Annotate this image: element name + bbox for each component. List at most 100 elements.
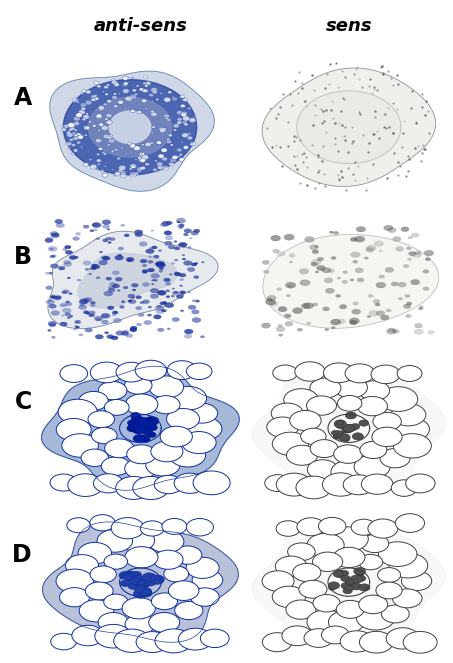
Ellipse shape [140, 302, 144, 304]
Ellipse shape [177, 148, 182, 152]
Ellipse shape [267, 295, 276, 300]
Ellipse shape [401, 572, 432, 591]
Ellipse shape [68, 147, 71, 149]
Ellipse shape [379, 387, 418, 412]
Ellipse shape [111, 80, 117, 84]
Ellipse shape [368, 519, 398, 538]
Ellipse shape [92, 223, 101, 227]
Ellipse shape [72, 625, 104, 646]
Ellipse shape [343, 588, 352, 594]
Ellipse shape [108, 135, 113, 138]
Ellipse shape [132, 577, 144, 585]
Ellipse shape [142, 154, 149, 160]
Ellipse shape [122, 76, 129, 80]
Ellipse shape [115, 255, 124, 260]
Ellipse shape [169, 444, 206, 467]
Ellipse shape [265, 299, 276, 305]
Ellipse shape [113, 318, 121, 323]
Ellipse shape [356, 575, 366, 581]
Ellipse shape [140, 589, 152, 597]
Ellipse shape [124, 109, 127, 110]
Ellipse shape [99, 123, 104, 127]
Ellipse shape [135, 232, 143, 237]
Ellipse shape [103, 225, 110, 228]
Ellipse shape [50, 231, 58, 236]
Ellipse shape [130, 326, 137, 330]
Ellipse shape [134, 579, 143, 584]
Ellipse shape [138, 170, 141, 172]
Ellipse shape [173, 291, 178, 294]
Ellipse shape [271, 235, 280, 241]
Ellipse shape [284, 389, 318, 411]
Ellipse shape [344, 424, 355, 432]
Text: A: A [14, 86, 32, 110]
Ellipse shape [192, 310, 199, 314]
Ellipse shape [407, 302, 412, 305]
Polygon shape [297, 91, 401, 164]
Ellipse shape [115, 277, 122, 281]
Ellipse shape [80, 103, 87, 107]
Ellipse shape [151, 279, 155, 281]
Ellipse shape [140, 259, 147, 263]
Polygon shape [43, 522, 238, 642]
Ellipse shape [172, 155, 178, 160]
Ellipse shape [301, 428, 326, 444]
Ellipse shape [131, 77, 134, 79]
Ellipse shape [188, 247, 191, 248]
Ellipse shape [403, 304, 411, 308]
Ellipse shape [145, 82, 151, 86]
Ellipse shape [284, 314, 291, 318]
Ellipse shape [123, 286, 128, 289]
Ellipse shape [146, 82, 149, 84]
Ellipse shape [313, 552, 343, 572]
Ellipse shape [331, 319, 341, 325]
Ellipse shape [56, 418, 91, 441]
Ellipse shape [142, 271, 147, 274]
Ellipse shape [151, 132, 154, 134]
Ellipse shape [137, 579, 148, 586]
Ellipse shape [388, 227, 396, 233]
Ellipse shape [130, 328, 137, 332]
Ellipse shape [147, 314, 152, 316]
Ellipse shape [48, 247, 57, 251]
Ellipse shape [150, 142, 154, 144]
Ellipse shape [164, 566, 188, 582]
Ellipse shape [58, 399, 97, 424]
Ellipse shape [315, 271, 318, 273]
Ellipse shape [112, 311, 118, 314]
Ellipse shape [111, 518, 144, 539]
Ellipse shape [187, 267, 195, 272]
Ellipse shape [116, 362, 147, 382]
Ellipse shape [389, 553, 428, 578]
Ellipse shape [92, 265, 100, 269]
Ellipse shape [65, 313, 71, 316]
Ellipse shape [85, 328, 92, 332]
Ellipse shape [182, 432, 216, 453]
Ellipse shape [368, 294, 373, 298]
Ellipse shape [113, 93, 116, 95]
Ellipse shape [142, 577, 150, 583]
Ellipse shape [119, 165, 126, 170]
Ellipse shape [407, 258, 412, 261]
Ellipse shape [114, 105, 118, 108]
Ellipse shape [401, 227, 409, 231]
Ellipse shape [108, 139, 115, 143]
Ellipse shape [144, 89, 149, 93]
Ellipse shape [85, 269, 89, 271]
Ellipse shape [177, 111, 183, 115]
Ellipse shape [152, 126, 155, 129]
Ellipse shape [386, 628, 419, 649]
Ellipse shape [405, 314, 411, 318]
Ellipse shape [130, 165, 135, 168]
Ellipse shape [165, 303, 174, 308]
Ellipse shape [137, 111, 142, 114]
Ellipse shape [172, 318, 179, 322]
Ellipse shape [309, 245, 318, 250]
Ellipse shape [160, 93, 163, 95]
Ellipse shape [79, 299, 88, 304]
Ellipse shape [154, 255, 159, 258]
Ellipse shape [351, 252, 360, 257]
Ellipse shape [348, 580, 355, 585]
Ellipse shape [125, 394, 158, 415]
Ellipse shape [158, 143, 161, 145]
